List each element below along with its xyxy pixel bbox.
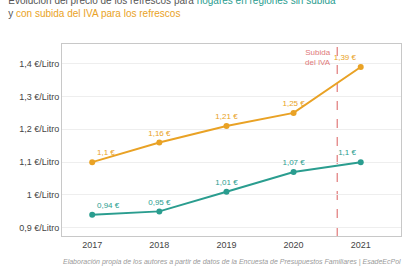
svg-text:1,1 €/Litro: 1,1 €/Litro [19, 157, 59, 167]
svg-text:1,1 €: 1,1 € [97, 148, 115, 157]
svg-text:0,94 €: 0,94 € [97, 201, 120, 210]
svg-text:1,16 €: 1,16 € [148, 129, 171, 138]
svg-text:1 €/Litro: 1 €/Litro [27, 190, 60, 200]
svg-text:0,9 €/Litro: 0,9 €/Litro [19, 223, 59, 233]
svg-text:1,2 €/Litro: 1,2 €/Litro [19, 124, 59, 134]
svg-text:2018: 2018 [149, 240, 169, 250]
svg-text:1,21 €: 1,21 € [215, 112, 238, 121]
svg-text:1,01 €: 1,01 € [215, 178, 238, 187]
svg-text:2021: 2021 [351, 240, 371, 250]
svg-text:1,39 €: 1,39 € [334, 53, 357, 62]
svg-text:1,07 €: 1,07 € [282, 158, 305, 167]
svg-text:Elaboración propia de los auto: Elaboración propia de los autores a part… [63, 258, 401, 266]
svg-text:2019: 2019 [216, 240, 236, 250]
svg-text:Evolución del precio de los re: Evolución del precio de los refrescos pa… [8, 0, 336, 19]
svg-text:1,3 €/Litro: 1,3 €/Litro [19, 92, 59, 102]
svg-text:0,95 €: 0,95 € [148, 198, 171, 207]
svg-text:1,25 €: 1,25 € [282, 99, 305, 108]
svg-text:1,4 €/Litro: 1,4 €/Litro [19, 59, 59, 69]
svg-text:Subidadel IVA: Subidadel IVA [305, 48, 331, 67]
svg-text:2020: 2020 [284, 240, 304, 250]
svg-text:2017: 2017 [82, 240, 102, 250]
svg-text:1,1 €: 1,1 € [338, 148, 356, 157]
